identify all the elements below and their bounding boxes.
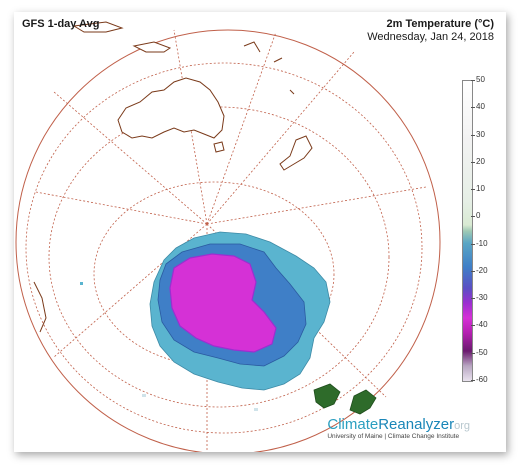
colorbar: 50 40 30 20 10 0 -10 -20 -30 -40 -50 -60 — [462, 75, 502, 390]
map-frame: GFS 1-day Avg 2m Temperature (°C) Wednes… — [14, 12, 506, 452]
colorbar-tick-label: -20 — [476, 265, 488, 275]
pacific-islands — [243, 41, 295, 95]
colorbar-tick-mark — [471, 189, 475, 191]
colorbar-gradient — [462, 80, 473, 382]
date-label: Wednesday, Jan 24, 2018 — [367, 31, 494, 43]
south-america-coast — [349, 389, 377, 415]
brand-subtitle: University of Maine | Climate Change Ins… — [327, 433, 460, 440]
colorbar-tick-label: 10 — [476, 184, 485, 194]
colorbar-tick-label: 0 — [476, 211, 481, 221]
colorbar-tick-mark — [471, 325, 475, 327]
brand-logo[interactable]: ClimateReanalyzerorg University of Maine… — [327, 416, 470, 440]
new-zealand-coast — [279, 135, 313, 171]
colorbar-tick-label: -50 — [476, 347, 488, 357]
brand-name: ClimateReanalyzerorg — [327, 416, 470, 433]
south-america-coast-2 — [313, 383, 341, 409]
colorbar-tick-label: 30 — [476, 129, 485, 139]
colorbar-tick-label: -40 — [476, 320, 488, 330]
colorbar-tick-mark — [471, 298, 475, 300]
colorbar-tick-mark — [471, 270, 475, 272]
colorbar-tick-mark — [471, 243, 475, 245]
colorbar-tick-label: -10 — [476, 238, 488, 248]
new-guinea-coast — [132, 41, 172, 53]
colorbar-tick-mark — [471, 216, 475, 218]
colorbar-tick-mark — [471, 161, 475, 163]
colorbar-tick-mark — [471, 107, 475, 109]
model-label: GFS 1-day Avg — [22, 18, 100, 30]
colorbar-tick-mark — [471, 352, 475, 354]
colorbar-tick-label: 50 — [476, 75, 485, 84]
colorbar-tick-label: -60 — [476, 375, 488, 384]
colorbar-tick-label: 40 — [476, 102, 485, 112]
variable-label: 2m Temperature (°C) — [386, 18, 495, 30]
colorbar-tick-label: 20 — [476, 156, 485, 166]
colorbar-tick-label: -30 — [476, 293, 488, 303]
scattered-marks — [80, 282, 258, 411]
africa-coast — [33, 281, 47, 333]
colorbar-tick-mark — [471, 380, 475, 381]
islands-coast — [72, 21, 124, 33]
australia-coast — [117, 77, 225, 139]
globe-map — [15, 21, 441, 452]
antarctic-interior — [169, 253, 277, 353]
colorbar-tick-mark — [471, 80, 475, 81]
tasmania-coast — [213, 141, 225, 153]
colorbar-tick-mark — [471, 134, 475, 136]
